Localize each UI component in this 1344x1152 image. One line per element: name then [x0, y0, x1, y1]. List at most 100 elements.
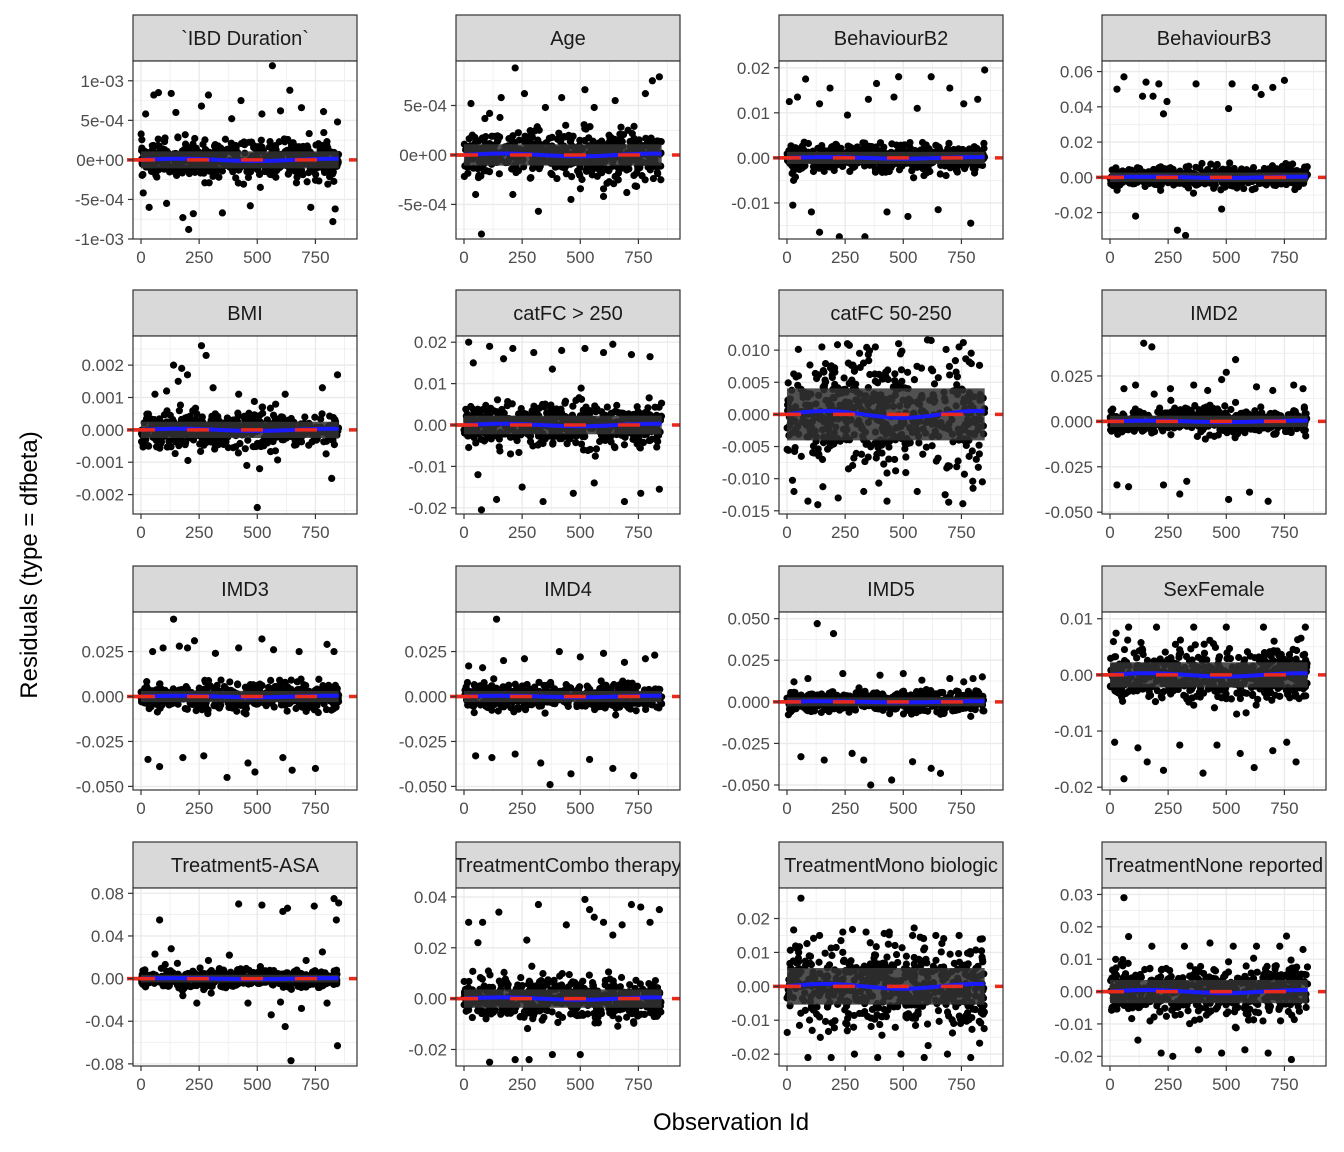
- data-point: [161, 134, 169, 142]
- data-point: [293, 173, 301, 181]
- y-tick-label: -0.050: [1045, 503, 1093, 522]
- data-point: [1185, 162, 1193, 170]
- data-point: [1270, 181, 1278, 189]
- data-point-outlier: [511, 64, 519, 72]
- data-point: [602, 434, 610, 443]
- data-point: [891, 455, 899, 464]
- data-point: [908, 167, 916, 175]
- data-point: [495, 435, 503, 443]
- data-point: [654, 170, 662, 178]
- data-point: [936, 170, 944, 178]
- x-tick-label: 0: [136, 523, 145, 542]
- x-tick-label: 250: [508, 248, 536, 267]
- data-point-outlier: [904, 212, 912, 221]
- data-point: [1270, 430, 1278, 438]
- y-tick-label: 0e+00: [399, 146, 447, 165]
- data-point: [942, 171, 950, 180]
- data-point: [279, 413, 287, 421]
- x-tick-label: 500: [1212, 523, 1240, 542]
- facet-panel: BehaviourB3-0.020.000.020.040.060 250 500 7…: [1054, 14, 1327, 267]
- data-point-outlier: [1231, 356, 1240, 364]
- facet-strip-label: catFC > 250: [513, 303, 623, 325]
- data-point: [234, 412, 242, 420]
- fit-lines: [1102, 172, 1326, 183]
- data-point: [922, 443, 931, 451]
- fit-lines: [779, 151, 1003, 164]
- data-point-outlier: [1149, 92, 1157, 100]
- data-point: [167, 443, 175, 451]
- data-point: [266, 404, 274, 412]
- data-point: [794, 345, 802, 353]
- data-point: [1260, 164, 1268, 173]
- data-point: [234, 449, 242, 457]
- data-point-outlier: [1222, 368, 1230, 376]
- y-tick-label: -0.001: [76, 453, 124, 472]
- data-point-outlier: [835, 233, 843, 239]
- data-point: [576, 185, 585, 193]
- data-point: [645, 394, 653, 402]
- data-point-outlier: [485, 109, 494, 118]
- x-tick-label: 750: [947, 248, 975, 267]
- data-point-outlier: [913, 104, 921, 112]
- data-point: [1302, 432, 1310, 440]
- data-point: [536, 432, 544, 440]
- data-point: [620, 441, 629, 449]
- data-point: [559, 432, 567, 441]
- x-tick-label: 250: [1154, 523, 1182, 542]
- data-point: [967, 349, 975, 357]
- data-point: [154, 135, 162, 143]
- y-tick-label: 0.02: [1060, 133, 1093, 152]
- data-point: [819, 483, 827, 491]
- data-point-outlier: [1150, 390, 1158, 398]
- data-point-outlier: [467, 99, 475, 108]
- data-point-outlier: [883, 497, 891, 505]
- data-point: [839, 162, 847, 171]
- data-point: [545, 409, 553, 417]
- data-point-outlier: [253, 503, 261, 512]
- data-point: [789, 176, 798, 184]
- data-point-outlier: [1218, 375, 1226, 384]
- data-point: [1167, 396, 1175, 404]
- data-point: [178, 169, 186, 177]
- data-point: [873, 450, 881, 458]
- data-point-outlier: [927, 73, 935, 81]
- data-point: [202, 439, 210, 447]
- data-point-outlier: [946, 84, 954, 92]
- data-point-outlier: [151, 390, 159, 398]
- x-tick-label: 0: [459, 248, 468, 267]
- facet-strip-label: IMD2: [1190, 303, 1238, 325]
- data-point: [565, 131, 573, 139]
- data-point: [603, 403, 611, 411]
- data-point-outlier: [599, 348, 608, 357]
- data-point: [792, 162, 801, 170]
- data-point: [611, 443, 619, 452]
- data-point: [1241, 429, 1249, 437]
- data-point-outlier: [202, 351, 210, 360]
- data-point-outlier: [967, 219, 975, 227]
- data-point: [975, 361, 984, 369]
- data-point: [596, 437, 604, 446]
- panel-border: [778, 60, 1004, 240]
- data-point: [792, 373, 800, 381]
- facet-panel: catFC > 250-0.02-0.010.000.010.020 250 500…: [408, 289, 681, 542]
- y-tick-label: -0.01: [731, 194, 770, 213]
- data-point-outlier: [228, 115, 236, 123]
- data-point: [852, 380, 860, 388]
- data-point: [486, 433, 494, 441]
- data-point-outlier: [646, 353, 654, 361]
- data-point: [1160, 165, 1169, 174]
- data-point: [496, 113, 504, 122]
- data-point: [481, 114, 489, 123]
- data-point: [185, 144, 193, 152]
- x-tick-label: 250: [185, 248, 213, 267]
- data-point: [649, 174, 658, 183]
- y-tick-label: 0.000: [81, 421, 124, 440]
- data-point: [641, 176, 649, 184]
- data-point: [1221, 402, 1229, 410]
- y-tick-label: 0e+00: [76, 151, 124, 170]
- data-point-outlier: [189, 210, 197, 218]
- data-point: [1289, 160, 1297, 168]
- y-tick-label: 0.005: [727, 373, 770, 392]
- data-point-outlier: [590, 103, 598, 112]
- data-point-outlier: [465, 338, 473, 346]
